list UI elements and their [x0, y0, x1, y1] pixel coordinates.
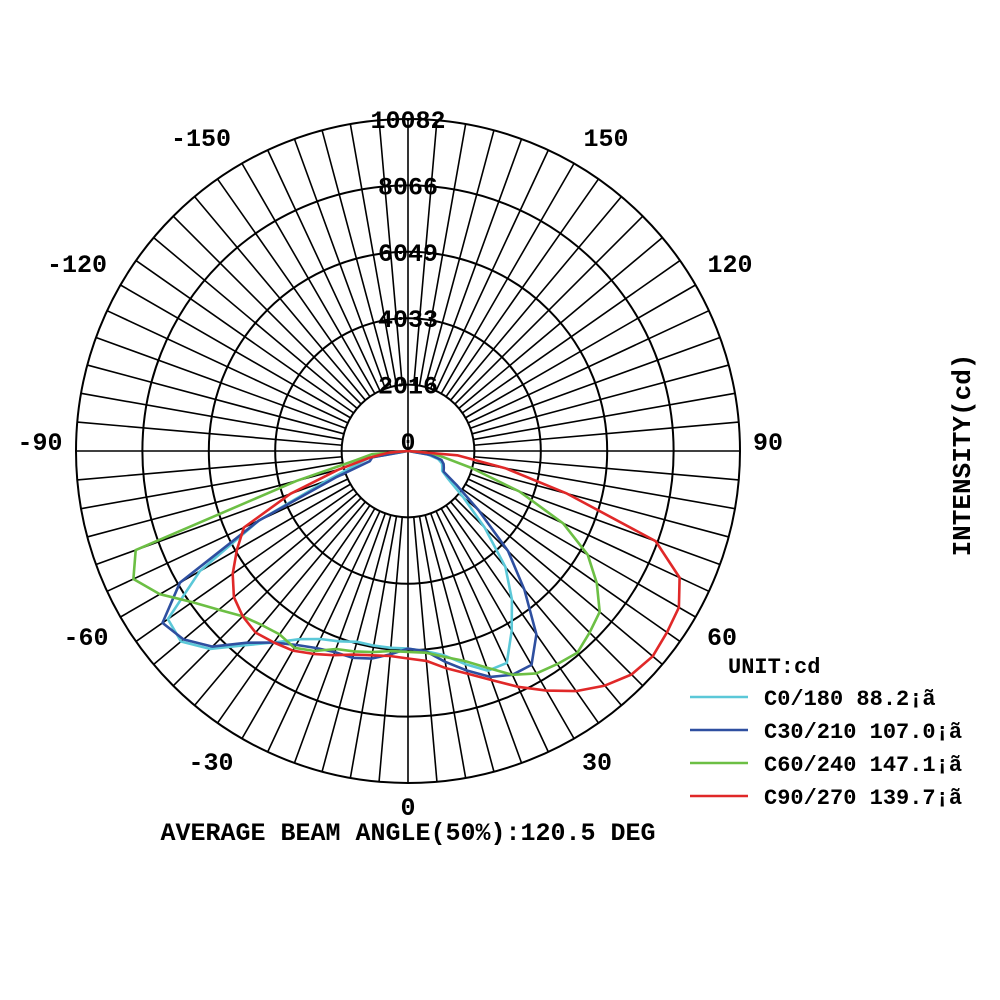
legend: C0/180 88.2¡ã C30/210 107.0¡ã C60/240 147.…: [690, 687, 962, 811]
chart-title: AVERAGE BEAM ANGLE(50%):120.5 DEG: [160, 819, 655, 848]
grid-spoke: [241, 507, 376, 739]
legend-entry: C30/210 107.0¡ã: [764, 720, 962, 745]
grid-spoke: [87, 364, 345, 435]
grid-spoke: [172, 215, 362, 405]
angle-tick-label: 60: [707, 624, 737, 653]
grid-spoke: [458, 492, 663, 666]
grid-spoke: [216, 504, 371, 724]
angle-tick-label: 120: [707, 251, 752, 280]
grid-spoke: [429, 512, 523, 764]
angle-tick-label: 150: [583, 125, 628, 154]
grid-spoke: [424, 514, 495, 772]
grid-spoke: [435, 510, 550, 753]
angle-tick-label: 30: [582, 749, 612, 778]
unit-label: UNIT:cd: [728, 655, 820, 680]
grid-spoke: [467, 478, 710, 593]
grid-spoke: [378, 120, 404, 386]
grid-spoke: [424, 130, 495, 388]
grid-spoke: [471, 364, 729, 435]
center-label: 0: [400, 429, 415, 458]
polar-grid: 2016 4033 6049 8066 10082: [75, 107, 741, 784]
grid-spoke: [266, 510, 381, 753]
grid-spoke: [440, 163, 575, 395]
grid-spoke: [77, 421, 343, 447]
angle-tick-label: -90: [17, 429, 62, 458]
series-curve: [161, 449, 538, 679]
radial-tick-label: 8066: [378, 173, 438, 202]
grid-spoke: [216, 178, 371, 398]
grid-spoke: [321, 514, 392, 772]
radial-tick-label: 2016: [378, 373, 438, 402]
grid-spoke: [153, 492, 358, 666]
intensity-curves: [132, 449, 681, 693]
radial-tick-label: 6049: [378, 240, 438, 269]
grid-spoke: [473, 455, 739, 481]
grid-spoke: [412, 120, 438, 386]
grid-spoke: [440, 507, 575, 739]
grid-spoke: [449, 501, 623, 706]
grid-spoke: [349, 123, 398, 387]
grid-spoke: [467, 309, 710, 424]
grid-spoke: [193, 196, 367, 401]
grid-spoke: [464, 483, 696, 618]
grid-spoke: [77, 455, 343, 481]
grid-spoke: [135, 488, 355, 643]
y-axis-label: INTENSITY(cd): [948, 354, 978, 557]
angle-tick-label: 90: [753, 429, 783, 458]
grid-spoke: [321, 130, 392, 388]
grid-spoke: [193, 501, 367, 706]
grid-spoke: [445, 178, 600, 398]
grid-spoke: [412, 516, 438, 782]
grid-spoke: [172, 497, 362, 687]
series-curve: [132, 449, 601, 677]
grid-spoke: [95, 336, 347, 430]
grid-spoke: [106, 478, 349, 593]
legend-entry: C60/240 147.1¡ã: [764, 753, 962, 778]
grid-spoke: [418, 123, 467, 387]
grid-spoke: [473, 421, 739, 447]
grid-spoke: [472, 392, 736, 441]
radial-tick-label: 4033: [378, 306, 438, 335]
grid-spoke: [449, 196, 623, 401]
angle-tick-label: -30: [188, 749, 233, 778]
grid-spoke: [472, 461, 736, 510]
radial-tick-label: 10082: [370, 107, 445, 136]
grid-spoke: [293, 138, 387, 390]
grid-spoke: [469, 336, 721, 430]
grid-spoke: [241, 163, 376, 395]
grid-spoke: [80, 461, 344, 510]
grid-spoke: [461, 488, 681, 643]
grid-spoke: [458, 236, 663, 410]
grid-spoke: [153, 236, 358, 410]
legend-entry: C0/180 88.2¡ã: [764, 687, 936, 712]
grid-spoke: [106, 309, 349, 424]
legend-entry: C90/270 139.7¡ã: [764, 786, 962, 811]
angle-tick-label: -120: [47, 251, 107, 280]
series-curve: [231, 449, 681, 693]
grid-spoke: [435, 149, 550, 392]
grid-spoke: [418, 515, 467, 779]
grid-spoke: [120, 284, 352, 419]
grid-spoke: [378, 516, 404, 782]
grid-spoke: [429, 138, 523, 390]
grid-spoke: [293, 512, 387, 764]
grid-spoke: [454, 215, 644, 405]
grid-spoke: [349, 515, 398, 779]
axis-labels: 0 30 60 90 120 150 -30 -60 -90 -120 -150: [17, 125, 783, 823]
angle-tick-label: -150: [171, 125, 231, 154]
grid-spoke: [266, 149, 381, 392]
angle-tick-label: 0: [400, 794, 415, 823]
grid-spoke: [445, 504, 600, 724]
grid-spoke: [461, 259, 681, 414]
grid-spoke: [471, 467, 729, 538]
grid-spoke: [80, 392, 344, 441]
grid-spoke: [464, 284, 696, 419]
grid-spoke: [135, 259, 355, 414]
angle-tick-label: -60: [63, 624, 108, 653]
